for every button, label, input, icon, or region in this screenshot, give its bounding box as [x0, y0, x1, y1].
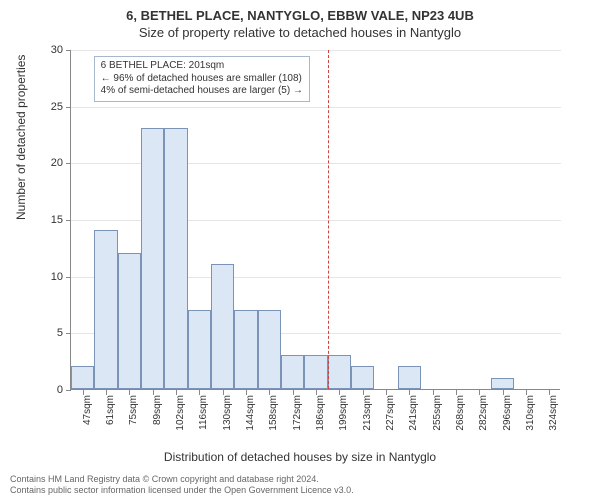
ytick-mark: [66, 333, 71, 334]
xtick-label: 241sqm: [408, 395, 419, 431]
xtick-label: 310sqm: [525, 395, 536, 431]
footer-attribution: Contains HM Land Registry data © Crown c…: [10, 474, 590, 496]
gridline: [71, 50, 561, 51]
histogram-bar: [281, 355, 304, 389]
ytick-mark: [66, 220, 71, 221]
ytick-mark: [66, 163, 71, 164]
annotation-line-1: 6 BETHEL PLACE: 201sqm: [101, 60, 303, 73]
xtick-label: 75sqm: [128, 395, 139, 425]
histogram-bar: [258, 310, 281, 389]
xtick-label: 186sqm: [315, 395, 326, 431]
histogram-bar: [211, 264, 234, 389]
xtick-label: 199sqm: [338, 395, 349, 431]
ytick-label: 5: [33, 327, 63, 339]
xtick-label: 61sqm: [105, 395, 116, 425]
xtick-label: 324sqm: [548, 395, 559, 431]
xtick-label: 255sqm: [432, 395, 443, 431]
ytick-label: 10: [33, 271, 63, 283]
ytick-label: 20: [33, 157, 63, 169]
xtick-label: 47sqm: [82, 395, 93, 425]
ytick-label: 30: [33, 44, 63, 56]
histogram-bar: [94, 230, 117, 389]
xtick-label: 268sqm: [455, 395, 466, 431]
histogram-bar: [304, 355, 327, 389]
histogram-bar: [164, 128, 187, 389]
y-axis-label: Number of detached properties: [14, 55, 28, 220]
ytick-mark: [66, 50, 71, 51]
histogram-bar: [398, 366, 421, 389]
footer-line-1: Contains HM Land Registry data © Crown c…: [10, 474, 590, 485]
ytick-label: 0: [33, 384, 63, 396]
xtick-label: 116sqm: [198, 395, 209, 430]
annotation-line-2: ← 96% of detached houses are smaller (10…: [101, 73, 303, 86]
histogram-bar: [351, 366, 374, 389]
annotation-line-3: 4% of semi-detached houses are larger (5…: [101, 85, 303, 98]
xtick-label: 172sqm: [292, 395, 303, 431]
ytick-label: 25: [33, 101, 63, 113]
xtick-label: 89sqm: [152, 395, 163, 425]
reference-line: [328, 50, 329, 389]
xtick-label: 144sqm: [245, 395, 256, 431]
annotation-box: 6 BETHEL PLACE: 201sqm ← 96% of detached…: [94, 56, 310, 102]
xtick-label: 130sqm: [222, 395, 233, 431]
xtick-label: 102sqm: [175, 395, 186, 431]
chart-area: 05101520253047sqm61sqm75sqm89sqm102sqm11…: [70, 50, 560, 390]
histogram-bar: [328, 355, 351, 389]
ytick-label: 15: [33, 214, 63, 226]
gridline: [71, 107, 561, 108]
xtick-label: 227sqm: [385, 395, 396, 431]
histogram-bar: [141, 128, 164, 389]
chart-container: 6, BETHEL PLACE, NANTYGLO, EBBW VALE, NP…: [0, 0, 600, 500]
histogram-bar: [188, 310, 211, 389]
xtick-label: 282sqm: [478, 395, 489, 431]
xtick-label: 213sqm: [362, 395, 373, 431]
chart-subtitle: Size of property relative to detached ho…: [0, 25, 600, 40]
histogram-bar: [118, 253, 141, 389]
ytick-mark: [66, 390, 71, 391]
xtick-label: 296sqm: [502, 395, 513, 431]
histogram-bar: [491, 378, 514, 389]
histogram-bar: [71, 366, 94, 389]
page-title: 6, BETHEL PLACE, NANTYGLO, EBBW VALE, NP…: [0, 0, 600, 23]
histogram-bar: [234, 310, 257, 389]
footer-line-2: Contains public sector information licen…: [10, 485, 590, 496]
ytick-mark: [66, 277, 71, 278]
ytick-mark: [66, 107, 71, 108]
x-axis-label: Distribution of detached houses by size …: [0, 450, 600, 464]
xtick-label: 158sqm: [268, 395, 279, 431]
